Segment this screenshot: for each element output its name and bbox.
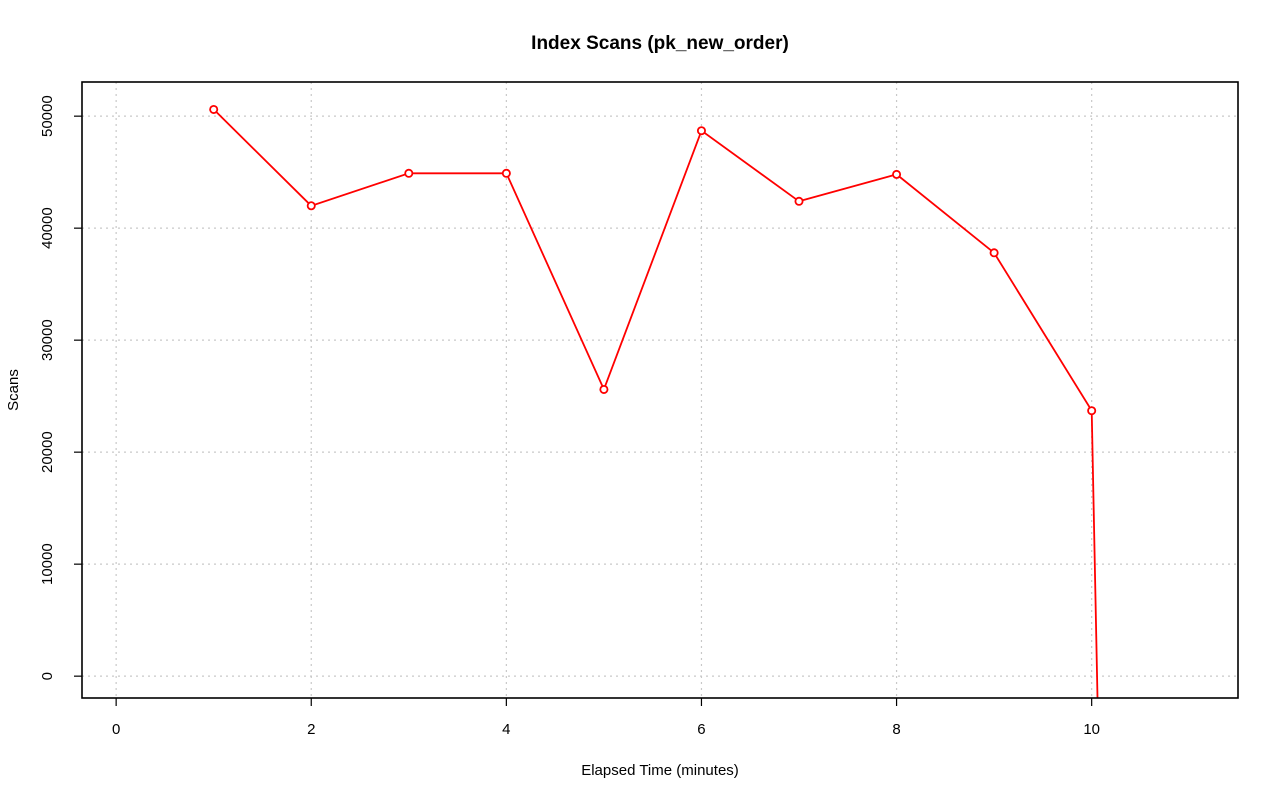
x-tick-label: 4 [502, 721, 510, 738]
y-tick-label: 10000 [39, 543, 56, 585]
grid [82, 82, 1238, 698]
series-line [213, 108, 1099, 699]
y-tick-label: 0 [39, 672, 56, 680]
data-point [599, 384, 609, 394]
x-tick-label: 6 [697, 721, 705, 738]
chart-title: Index Scans (pk_new_order) [531, 33, 789, 54]
data-point [306, 201, 316, 211]
data-point [696, 126, 706, 136]
x-tick-label: 8 [892, 721, 900, 738]
axes: 0 2 4 6 8 10 0 10000 20000 30000 40000 50000 [39, 95, 1100, 738]
x-axis-label: Elapsed Time (minutes) [581, 762, 739, 779]
x-tick-label: 0 [112, 721, 120, 738]
plot-frame [81, 81, 1239, 699]
y-tick-label: 50000 [39, 95, 56, 137]
data-point [1087, 406, 1097, 416]
data-point [404, 168, 414, 178]
data-point [892, 169, 902, 179]
y-tick-label: 40000 [39, 207, 56, 249]
data-point [989, 248, 999, 258]
x-tick-label: 10 [1083, 721, 1100, 738]
series-layer [209, 104, 1099, 699]
y-tick-label: 30000 [39, 319, 56, 361]
data-point [501, 168, 511, 178]
x-tick-label: 2 [307, 721, 315, 738]
data-point [794, 196, 804, 206]
y-tick-label: 20000 [39, 431, 56, 473]
data-point [209, 104, 219, 114]
y-axis-label: Scans [5, 369, 22, 411]
